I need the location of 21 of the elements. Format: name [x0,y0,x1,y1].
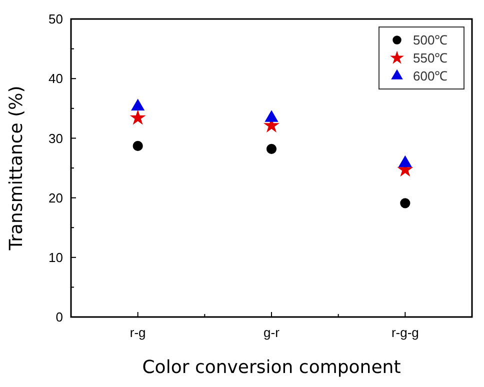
x-tick-label: g-r [264,325,280,340]
y-tick-label: 30 [48,130,63,146]
legend-label: 600℃ [413,68,448,84]
point [266,144,277,154]
point [398,155,412,168]
legend-label: 550℃ [413,50,448,66]
y-tick-label: 50 [48,12,63,27]
x-axis-title: Color conversion component [142,357,401,378]
point [400,198,410,208]
point [131,98,145,111]
x-tick-label: r-g-g [391,325,419,340]
x-tick-label: r-g [130,325,146,340]
y-tick-label: 20 [48,190,63,206]
y-axis-title: Transmittance (%) [6,86,27,252]
y-tick-label: 0 [56,310,63,325]
point [264,110,278,122]
point [130,109,146,125]
legend-label: 500℃ [413,32,448,48]
y-tick-label: 10 [48,250,63,265]
point [132,140,143,151]
y-tick-label: 40 [48,71,63,86]
